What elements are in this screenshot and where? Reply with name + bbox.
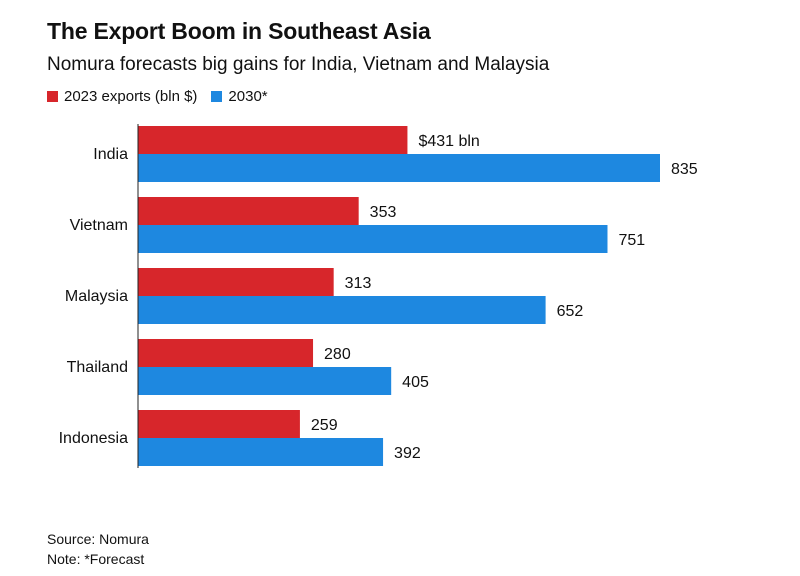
value-label-malaysia-2030: 652 — [557, 303, 584, 320]
bar-indonesia-2023 — [138, 410, 300, 438]
value-label-indonesia-2030: 392 — [394, 445, 421, 462]
bar-indonesia-2030 — [138, 438, 384, 466]
bar-india-2023 — [138, 126, 408, 154]
value-label-india-2030: 835 — [671, 161, 698, 178]
legend-item-2023: 2023 exports (bln $) — [47, 88, 197, 105]
legend-label-2030: 2030* — [228, 88, 268, 105]
legend-swatch-2030 — [211, 91, 223, 102]
bar-thailand-2030 — [138, 367, 392, 395]
bar-vietnam-2030 — [138, 225, 608, 253]
source-note: Source: Nomura — [47, 531, 149, 547]
value-label-malaysia-2023: 313 — [345, 275, 372, 292]
category-label-vietnam: Vietnam — [70, 217, 128, 234]
category-label-malaysia: Malaysia — [65, 288, 128, 305]
legend: 2023 exports (bln $) 2030* — [47, 88, 282, 105]
value-label-vietnam-2023: 353 — [370, 204, 397, 221]
legend-item-2030: 2030* — [211, 88, 268, 105]
category-label-thailand: Thailand — [67, 359, 128, 376]
bar-malaysia-2023 — [138, 268, 334, 296]
value-label-vietnam-2030: 751 — [618, 232, 645, 249]
bar-vietnam-2023 — [138, 197, 359, 225]
value-label-indonesia-2023: 259 — [311, 417, 338, 434]
value-label-india-2023: $431 bln — [418, 133, 479, 150]
forecast-note: Note: *Forecast — [47, 551, 145, 567]
chart-title: The Export Boom in Southeast Asia — [47, 18, 431, 44]
legend-label-2023: 2023 exports (bln $) — [64, 88, 198, 105]
bar-thailand-2023 — [138, 339, 314, 367]
bar-malaysia-2030 — [138, 296, 546, 324]
chart-subtitle: Nomura forecasts big gains for India, Vi… — [47, 54, 550, 75]
category-label-india: India — [93, 146, 128, 163]
value-label-thailand-2030: 405 — [402, 374, 429, 391]
bar-india-2030 — [138, 154, 660, 182]
value-label-thailand-2023: 280 — [324, 346, 351, 363]
legend-swatch-2023 — [47, 91, 58, 102]
category-label-indonesia: Indonesia — [59, 430, 128, 447]
